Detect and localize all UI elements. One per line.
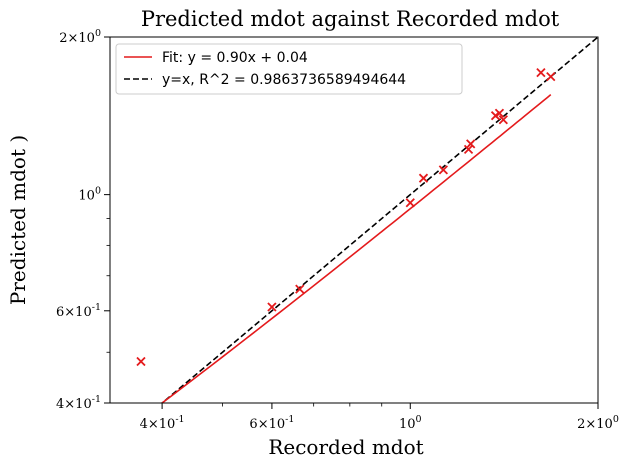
plot-area [136,37,598,403]
data-point-6 [463,144,474,155]
data-point-7-stroke-b [466,139,476,149]
data-point-5-stroke-b [438,165,449,175]
data-point-11 [536,67,546,78]
y-tick-label-1: 6×10-1 [56,302,101,320]
data-point-0-stroke-b [136,356,146,367]
data-point-10 [498,115,508,125]
data-point-9 [494,108,505,118]
x-axis-label: Recorded mdot [268,435,423,459]
data-point-0 [136,356,146,367]
data-point-2 [295,284,305,294]
data-point-3-stroke-b [405,198,415,208]
x-tick-label-0: 4×10-1 [140,414,185,432]
legend: Fit: y = 0.90x + 0.04 y=x, R^2 = 0.98637… [115,43,463,95]
y-axis-label: Predicted mdot ) [6,135,30,305]
identity-line [160,37,598,403]
data-point-4 [418,173,429,183]
y-tick-label-2: 100 [78,186,101,204]
data-point-12 [546,72,556,82]
x-tick-label-3: 2×100 [577,414,619,432]
data-point-2-stroke-b [295,284,305,294]
data-point-5 [438,165,449,175]
y-tick-label-0: 4×10-1 [56,394,101,412]
fit-line [160,94,552,403]
y-tick-label-3: 2×100 [59,28,101,46]
x-axis: 4×10-1 6×10-1 100 2×100 [140,403,619,432]
data-point-10-stroke-b [498,115,508,125]
data-point-12-stroke-b [546,72,556,82]
data-point-4-stroke-b [418,173,429,183]
x-tick-label-1: 6×10-1 [249,414,294,432]
y-axis: 4×10-1 6×10-1 100 2×100 [56,28,110,412]
legend-identity-label: y=x, R^2 = 0.9863736589494644 [162,72,406,88]
plot-content [136,37,598,403]
data-point-9-stroke-b [494,108,505,118]
axes-frame [109,36,599,404]
data-point-11-stroke-b [536,67,546,78]
data-point-7 [466,139,476,149]
legend-box [115,43,463,95]
data-point-1 [267,302,277,312]
data-point-1-stroke-b [267,302,277,312]
x-tick-label-2: 100 [399,414,422,432]
legend-fit-label: Fit: y = 0.90x + 0.04 [162,50,308,66]
chart-title: Predicted mdot against Recorded mdot [141,7,560,31]
data-point-3 [405,198,415,208]
data-point-6-stroke-b [463,144,474,155]
